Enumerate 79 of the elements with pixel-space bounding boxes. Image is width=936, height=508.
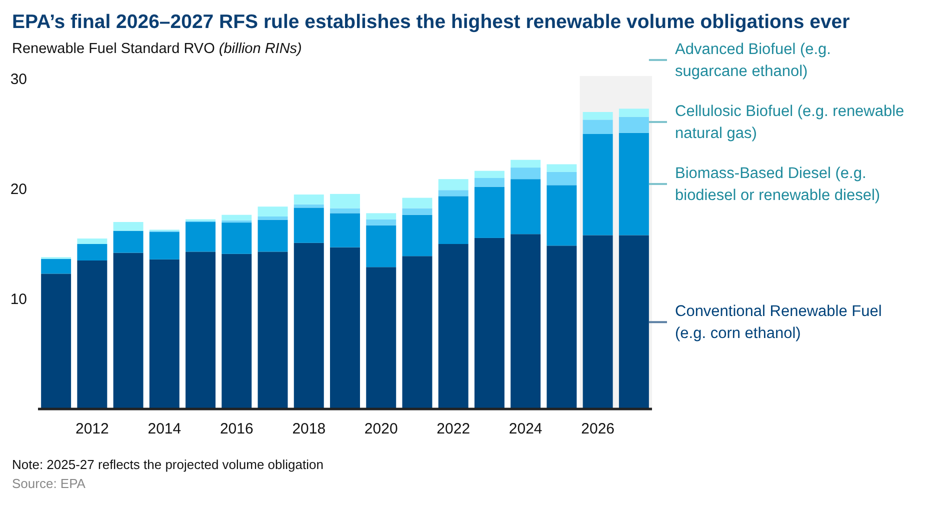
x-tick-label: 2024 bbox=[508, 420, 542, 438]
bar bbox=[77, 260, 108, 409]
bar bbox=[366, 213, 396, 220]
bar bbox=[149, 259, 180, 409]
chart-title: EPA’s final 2026–2027 RFS rule establishes the highest renewable volume obligations ever bbox=[12, 11, 850, 33]
bar bbox=[618, 108, 649, 117]
x-tick-label: 2012 bbox=[75, 420, 109, 438]
bar bbox=[474, 178, 504, 187]
bar bbox=[510, 179, 541, 234]
x-tick-label: 2026 bbox=[581, 420, 615, 438]
bar bbox=[618, 132, 649, 236]
bar bbox=[402, 208, 432, 215]
bar bbox=[294, 204, 324, 208]
bar bbox=[582, 134, 613, 236]
bar bbox=[438, 244, 468, 409]
bar bbox=[474, 186, 504, 238]
bar bbox=[438, 196, 468, 244]
bar bbox=[294, 242, 324, 409]
bar bbox=[258, 252, 288, 409]
bar bbox=[474, 170, 504, 178]
x-tick-label: 2020 bbox=[364, 420, 398, 438]
bar bbox=[510, 234, 541, 409]
bar bbox=[618, 235, 649, 409]
bar bbox=[366, 267, 396, 409]
bar bbox=[258, 206, 288, 216]
y-tick-label: 20 bbox=[10, 180, 27, 198]
bar bbox=[366, 219, 396, 226]
bar bbox=[222, 254, 252, 409]
bar bbox=[113, 230, 144, 253]
y-axis-title: Renewable Fuel Standard RVO (billion RINs) bbox=[12, 41, 302, 57]
bar bbox=[330, 247, 360, 409]
bar bbox=[546, 164, 577, 172]
bar bbox=[582, 120, 613, 134]
bar bbox=[294, 208, 324, 243]
series-label: Conventional Renewable Fuel (e.g. corn ethanol) bbox=[675, 303, 882, 342]
bar bbox=[186, 252, 216, 409]
bar bbox=[186, 222, 216, 252]
bar bbox=[149, 232, 180, 260]
bar bbox=[582, 235, 613, 409]
bar bbox=[222, 214, 252, 220]
bar bbox=[546, 185, 577, 246]
series-label: Cellulosic Biofuel (e.g. renewable natural gas) bbox=[675, 103, 904, 142]
bar bbox=[510, 168, 541, 180]
x-tick-label: 2018 bbox=[292, 420, 326, 438]
x-tick-label: 2016 bbox=[220, 420, 254, 438]
bar bbox=[113, 252, 144, 409]
bar bbox=[402, 256, 432, 409]
bar bbox=[258, 220, 288, 252]
bar bbox=[113, 222, 144, 231]
bar bbox=[366, 225, 396, 268]
bar bbox=[77, 238, 108, 244]
bar bbox=[294, 194, 324, 204]
bar bbox=[438, 190, 468, 196]
bar bbox=[438, 179, 468, 190]
bar bbox=[402, 198, 432, 208]
y-tick-label: 30 bbox=[10, 70, 27, 88]
text: Advanced Biofuel (e.g. sugarcane ethanol) bbox=[675, 41, 831, 80]
bar bbox=[546, 246, 577, 409]
bar bbox=[77, 244, 108, 260]
y-tick-label: 10 bbox=[10, 290, 27, 308]
bar bbox=[41, 274, 72, 409]
bar bbox=[330, 194, 360, 208]
bar bbox=[546, 172, 577, 186]
bar bbox=[330, 208, 360, 214]
source-note: Source: EPA bbox=[12, 476, 86, 491]
bar bbox=[618, 116, 649, 133]
bar bbox=[510, 160, 541, 168]
bar bbox=[330, 213, 360, 248]
bar bbox=[222, 222, 252, 254]
bar bbox=[582, 112, 613, 120]
bar bbox=[258, 216, 288, 220]
x-tick-label: 2014 bbox=[148, 420, 182, 438]
x-tick-label: 2022 bbox=[436, 420, 470, 438]
bar bbox=[402, 214, 432, 256]
series-label: Biomass-Based Diesel (e.g. biodiesel or renewable diesel) bbox=[675, 165, 880, 204]
text: Note: 2025-27 reflects the projected volume obligation bbox=[12, 457, 324, 472]
bar bbox=[41, 258, 72, 274]
bar bbox=[222, 220, 252, 223]
bar bbox=[474, 238, 504, 409]
